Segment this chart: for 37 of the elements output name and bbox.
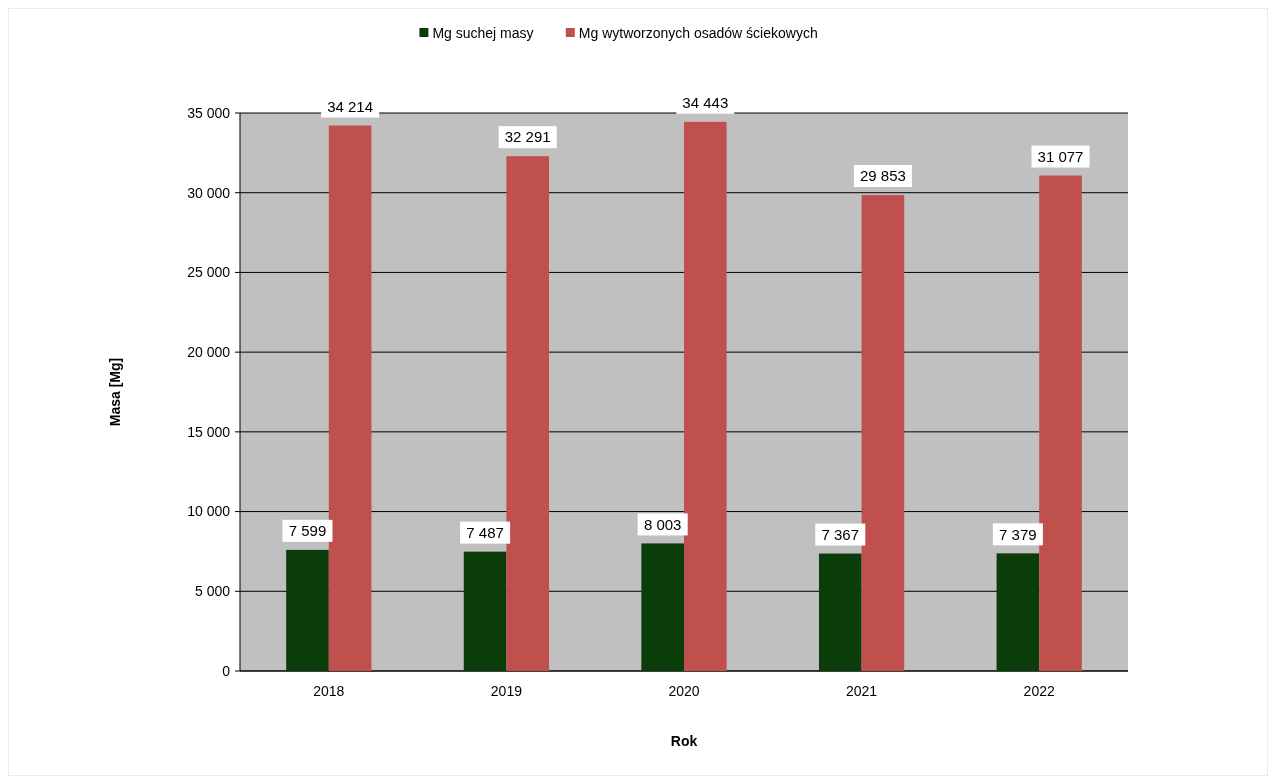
- data-label: 7 367: [821, 525, 860, 543]
- y-tick-label: 25 000: [187, 264, 231, 281]
- y-tick-label: 10 000: [187, 503, 231, 520]
- legend-label: Mg suchej masy: [432, 24, 534, 41]
- data-label: 7 379: [999, 525, 1037, 543]
- bar: [1039, 175, 1082, 671]
- data-label: 7 599: [288, 522, 327, 540]
- data-label: 8 003: [643, 515, 682, 533]
- bar: [463, 551, 507, 671]
- data-label: 34 214: [327, 97, 374, 115]
- bar: [328, 125, 372, 671]
- y-axis-title: Masa [Mg]: [107, 357, 123, 427]
- x-tick-label: 2019: [490, 683, 523, 699]
- bar: [861, 195, 905, 671]
- y-tick-label: 30 000: [187, 184, 231, 201]
- y-tick-label: 5 000: [194, 583, 231, 600]
- data-label: 32 291: [504, 128, 551, 146]
- data-label: 31 077: [1037, 147, 1084, 165]
- x-tick-label: 2020: [668, 683, 700, 699]
- data-label: 7 487: [466, 523, 504, 541]
- x-axis-title: Rok: [670, 733, 698, 749]
- x-tick-label: 2021: [846, 683, 878, 699]
- bar: [818, 553, 862, 671]
- bar: [684, 121, 727, 671]
- bar: [506, 156, 550, 671]
- y-tick-label: 15 000: [187, 423, 231, 440]
- legend-label: Mg wytworzonych osadów ściekowych: [578, 24, 818, 41]
- bar: [286, 549, 329, 671]
- bar: [641, 543, 684, 671]
- data-label: 34 443: [682, 94, 729, 112]
- data-label: 29 853: [859, 167, 906, 185]
- y-tick-label: 0: [222, 662, 231, 679]
- x-tick-label: 2018: [313, 683, 345, 699]
- y-tick-label: 35 000: [187, 104, 231, 121]
- bar: [996, 553, 1040, 671]
- x-tick-label: 2022: [1023, 683, 1055, 699]
- y-tick-label: 20 000: [187, 344, 231, 361]
